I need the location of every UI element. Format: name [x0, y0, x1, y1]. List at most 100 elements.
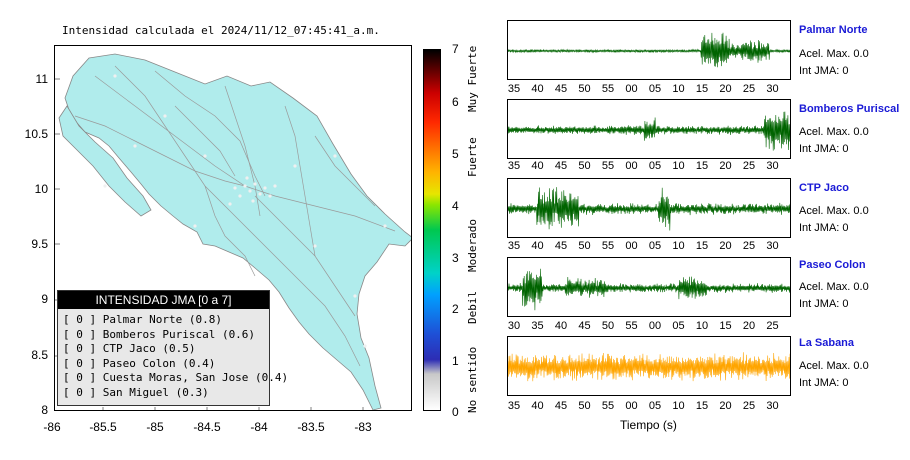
time-tick-label: 10	[672, 160, 685, 172]
seismic-waveform	[508, 111, 790, 151]
time-tick-label: 20	[719, 160, 732, 172]
nicoya-peninsula	[58, 105, 152, 217]
colorbar-category: Muy Fuerte	[466, 45, 479, 112]
map-xtick-label: -83	[354, 420, 372, 434]
legend-row: [ 0 ] Bomberos Puriscal (0.6)	[63, 327, 256, 341]
map-ytick-label: 9	[41, 292, 48, 306]
trace-panel-1	[507, 99, 791, 159]
time-tick-label: 00	[648, 320, 662, 332]
time-tick-label: 10	[672, 83, 685, 95]
time-tick-label: 15	[695, 83, 709, 95]
station-intensity: Int JMA: 0	[799, 298, 849, 310]
time-tick-label: 25	[742, 400, 756, 412]
station-name: CTP Jaco	[799, 182, 849, 194]
map-xtick-label: -85.5	[89, 420, 117, 434]
intensity-colorbar	[423, 49, 441, 411]
time-tick-label: 00	[625, 160, 638, 172]
waveform-line	[508, 32, 790, 68]
time-tick-label: 35	[507, 240, 521, 252]
time-tick-label: 30	[766, 400, 779, 412]
time-tick-label: 05	[648, 400, 662, 412]
colorbar-tick: 0	[452, 405, 459, 419]
trace-time-ticks: 35 40 45 50 55 00 05 10 15 20 25 30	[507, 160, 797, 174]
legend-title: INTENSIDAD JMA [0 a 7]	[58, 291, 269, 309]
road-network	[74, 65, 396, 367]
time-tick-label: 20	[742, 320, 756, 332]
legend-row: [ 0 ] CTP Jaco (0.5)	[63, 342, 196, 355]
map-xtick-label: -84.5	[193, 420, 221, 434]
time-tick-label: 40	[531, 83, 544, 95]
map-ytick-label: 8	[41, 403, 48, 417]
station-acceleration: Acel. Max. 0.0	[799, 48, 869, 60]
time-tick-label: 35	[507, 83, 521, 95]
time-tick-label: 20	[719, 240, 732, 252]
time-tick-label: 15	[719, 320, 732, 332]
colorbar-tick: 1	[452, 354, 459, 368]
map-ytick-label: 11	[35, 72, 48, 86]
time-tick-label: 20	[719, 83, 732, 95]
time-tick-label: 05	[648, 240, 662, 252]
time-tick-label: 20	[719, 400, 732, 412]
legend-row: [ 0 ] San Miguel (0.3)	[63, 385, 209, 399]
map-xtick-label: -83.5	[297, 420, 325, 434]
legend-row: [ 0 ] Palmar Norte (0.8)	[63, 313, 222, 326]
time-tick-label: 30	[766, 240, 779, 252]
seismic-waveform	[508, 268, 790, 311]
station-markers	[103, 74, 387, 348]
time-tick-label: 00	[625, 400, 638, 412]
seismic-waveform	[508, 32, 790, 68]
time-tick-label: 55	[601, 240, 615, 252]
colorbar-tick: 5	[452, 147, 459, 161]
trace-time-ticks: 35 40 45 50 55 00 05 10 15 20 25 30	[507, 240, 797, 254]
time-tick-label: 15	[695, 240, 709, 252]
time-tick-label: 40	[531, 160, 544, 172]
time-tick-label: 05	[648, 160, 662, 172]
time-tick-label: 40	[531, 400, 544, 412]
time-tick-label: 45	[578, 320, 591, 332]
time-tick-label: 25	[742, 160, 756, 172]
time-tick-label: 10	[672, 240, 685, 252]
station-name: La Sabana	[799, 337, 855, 349]
time-tick-label: 55	[625, 320, 638, 332]
seismic-waveform	[508, 187, 790, 231]
time-tick-label: 25	[742, 240, 756, 252]
time-tick-label: 45	[554, 160, 568, 172]
map-xtick-label: -85	[146, 420, 164, 434]
map-ytick-label: 10	[34, 182, 48, 196]
time-tick-label: 50	[578, 400, 591, 412]
time-tick-label: 50	[578, 240, 591, 252]
time-tick-label: 10	[672, 400, 685, 412]
station-intensity: Int JMA: 0	[799, 222, 849, 234]
time-tick-label: 15	[695, 160, 709, 172]
station-intensity: Int JMA: 0	[799, 65, 849, 77]
time-tick-label: 25	[742, 83, 756, 95]
costa-rica-landmass	[64, 53, 411, 410]
time-tick-label: 35	[531, 320, 544, 332]
time-tick-label: 35	[507, 400, 521, 412]
colorbar-category: No sentido	[466, 346, 479, 413]
time-tick-label: 45	[554, 400, 568, 412]
costa-rica-map	[55, 53, 411, 410]
time-tick-label: 50	[578, 160, 591, 172]
station-name: Bomberos Puriscal	[799, 103, 900, 115]
time-tick-label: 50	[578, 83, 591, 95]
station-name: Palmar Norte	[799, 24, 868, 36]
waveform-line	[508, 111, 790, 151]
trace-time-ticks: 35 40 45 50 55 00 05 10 15 20 25 30	[507, 83, 797, 97]
station-intensity: Int JMA: 0	[799, 377, 849, 389]
map-xtick-label: -86	[43, 420, 61, 434]
trace-time-ticks: 35 40 45 50 55 00 05 10 15 20 25 30	[507, 400, 797, 414]
intensity-legend: INTENSIDAD JMA [0 a 7] [ 0 ] Palmar Nort…	[57, 290, 288, 406]
waveform-line	[508, 268, 790, 311]
trace-panel-4	[507, 336, 791, 396]
time-tick-label: 40	[554, 320, 568, 332]
station-name: Paseo Colon	[799, 259, 866, 271]
time-tick-label: 10	[695, 320, 709, 332]
time-tick-label: 30	[507, 320, 521, 332]
map-ytick-label: 10.5	[24, 127, 48, 141]
time-tick-label: 55	[601, 83, 615, 95]
trace-panel-0	[507, 20, 791, 80]
time-tick-label: 45	[554, 240, 568, 252]
time-tick-label: 05	[672, 320, 685, 332]
map-title: Intensidad calculada el 2024/11/12_07:45…	[62, 24, 380, 37]
